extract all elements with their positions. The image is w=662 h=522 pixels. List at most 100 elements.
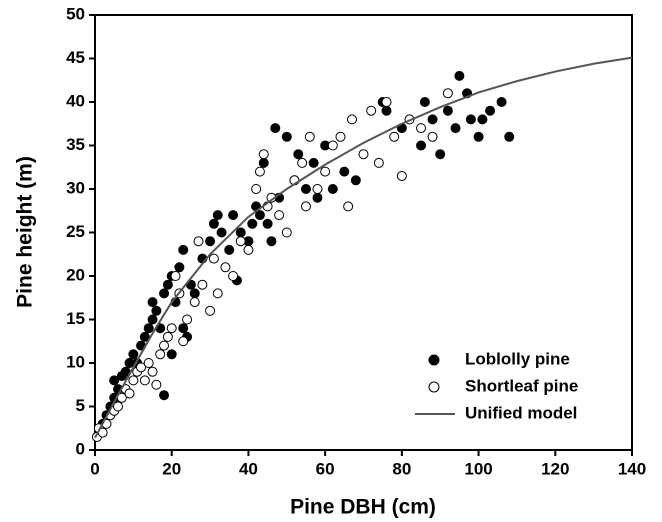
point	[228, 271, 239, 281]
point	[178, 323, 189, 334]
point	[159, 390, 170, 401]
point	[366, 105, 377, 116]
point	[197, 279, 208, 290]
point	[143, 323, 154, 334]
point	[343, 201, 354, 212]
point	[228, 210, 239, 221]
point	[346, 114, 357, 125]
point	[427, 114, 438, 125]
point	[136, 362, 147, 373]
point	[496, 97, 507, 107]
point	[147, 366, 158, 377]
point	[312, 192, 323, 203]
legend-marker	[428, 381, 440, 393]
y-tick-label: 20	[66, 265, 85, 284]
point	[270, 123, 281, 134]
point	[193, 236, 204, 247]
point	[212, 288, 223, 299]
point	[396, 170, 407, 181]
point	[312, 184, 323, 194]
point	[381, 97, 392, 107]
y-tick-label: 40	[66, 91, 85, 110]
y-tick-label: 10	[66, 352, 85, 371]
y-axis-title: Pine height (m)	[14, 156, 37, 308]
point	[262, 218, 273, 229]
point	[450, 123, 461, 134]
point	[216, 227, 227, 238]
point	[373, 157, 384, 168]
point	[166, 323, 177, 334]
point	[208, 253, 219, 264]
point	[208, 218, 219, 229]
point	[243, 244, 254, 255]
point	[124, 388, 135, 399]
point	[235, 236, 246, 247]
x-tick-label: 40	[239, 459, 258, 478]
point	[274, 210, 285, 221]
point	[147, 297, 158, 308]
point	[159, 340, 170, 351]
y-tick-label: 15	[66, 309, 85, 328]
point	[427, 131, 438, 142]
point	[327, 184, 338, 194]
point	[174, 262, 185, 273]
point	[151, 305, 162, 316]
point	[300, 184, 311, 194]
point	[435, 149, 446, 160]
point	[205, 305, 216, 316]
point	[189, 288, 200, 299]
point	[178, 244, 189, 255]
point	[162, 331, 173, 342]
point	[235, 227, 246, 238]
point	[247, 218, 258, 229]
point	[442, 105, 453, 116]
x-tick-label: 20	[162, 459, 181, 478]
point	[293, 149, 304, 160]
point	[327, 140, 338, 151]
model-line	[94, 56, 633, 439]
y-tick-label: 0	[76, 439, 85, 458]
point	[454, 70, 465, 81]
point	[170, 271, 181, 281]
point	[128, 375, 139, 386]
point	[416, 123, 427, 134]
point	[350, 175, 361, 186]
x-tick-label: 140	[618, 459, 646, 478]
point	[159, 288, 170, 299]
point	[320, 166, 331, 177]
point	[151, 379, 162, 390]
point	[477, 114, 488, 125]
point	[254, 166, 265, 177]
x-tick-label: 60	[316, 459, 335, 478]
point	[381, 105, 392, 116]
point	[304, 131, 315, 142]
y-tick-label: 30	[66, 178, 85, 197]
point	[139, 375, 150, 386]
x-tick-label: 80	[392, 459, 411, 478]
point	[224, 244, 235, 255]
point	[109, 375, 120, 386]
point	[220, 262, 231, 273]
point	[147, 314, 158, 325]
point	[166, 349, 177, 360]
x-tick-label: 100	[464, 459, 492, 478]
point	[300, 201, 311, 212]
legend-marker	[428, 354, 440, 366]
point	[266, 236, 277, 247]
y-tick-label: 35	[66, 135, 85, 154]
point	[281, 227, 292, 238]
point	[143, 358, 154, 368]
point	[358, 149, 369, 160]
point	[335, 131, 346, 142]
point	[251, 184, 262, 194]
point	[442, 88, 453, 99]
point	[139, 331, 150, 342]
point	[339, 166, 350, 177]
point	[389, 131, 400, 142]
point	[258, 149, 269, 160]
point	[205, 236, 216, 247]
point	[258, 157, 269, 168]
point	[178, 336, 189, 347]
point	[419, 97, 430, 107]
